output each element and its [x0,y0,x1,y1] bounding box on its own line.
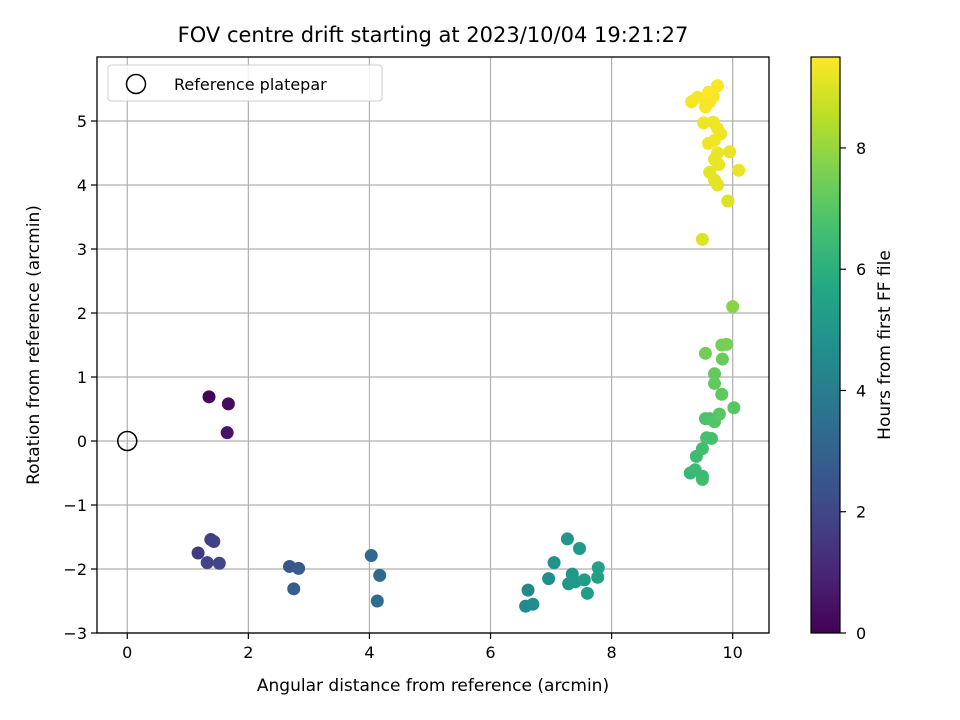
y-axis-ticks: −3 −2 −1 0 1 2 3 4 5 [63,112,97,643]
data-point [364,549,378,563]
colorbar-tick-label: 0 [856,624,866,643]
data-point [220,426,234,440]
chart-title: FOV centre drift starting at 2023/10/04 … [178,23,689,47]
data-point [200,556,214,570]
data-point [732,163,746,177]
x-tick-label: 2 [243,643,253,662]
data-point [212,556,226,570]
x-axis-label: Angular distance from reference (arcmin) [257,676,609,696]
data-point [703,165,717,179]
x-tick-label: 4 [364,643,374,662]
data-point [708,367,722,381]
data-point [370,594,384,608]
y-tick-label: −2 [63,560,87,579]
data-point [577,573,591,587]
colorbar: 0 2 4 6 8 Hours from first FF file [810,56,895,643]
y-tick-label: 4 [77,176,87,195]
y-axis-label: Rotation from reference (arcmin) [24,205,44,485]
data-point [287,582,301,596]
legend-box [107,64,383,102]
data-point [697,116,711,130]
y-tick-label: 5 [77,112,87,131]
data-point [591,561,605,575]
data-point [708,376,722,390]
data-point [712,407,726,421]
data-point [695,232,709,246]
data-point [580,586,594,600]
colorbar-tick-label: 8 [856,139,866,158]
data-point [591,570,605,584]
data-point [560,532,574,546]
x-tick-label: 6 [485,643,495,662]
colorbar-tick-label: 4 [856,381,866,400]
y-tick-label: 0 [77,432,87,451]
data-point [721,194,735,208]
y-tick-label: −1 [63,496,87,515]
plot-frame [96,56,770,634]
data-point [695,442,709,456]
colorbar-label: Hours from first FF file [875,250,895,440]
y-tick-label: 1 [77,368,87,387]
data-point [547,556,561,570]
data-point [711,79,725,93]
y-tick-label: −3 [63,624,87,643]
colorbar-tick-label: 6 [856,260,866,279]
legend: Reference platepar [107,64,383,102]
y-tick-label: 2 [77,304,87,323]
plot-area [96,56,770,634]
x-tick-label: 0 [122,643,132,662]
colorbar-gradient [810,56,841,634]
data-point [726,300,740,314]
data-point [292,561,306,575]
x-tick-label: 8 [607,643,617,662]
data-point [706,115,720,129]
data-point [526,597,540,611]
data-point [704,431,718,445]
data-point [202,390,216,404]
data-point [542,572,556,586]
data-point [373,568,387,582]
colorbar-ticks: 0 2 4 6 8 [840,139,866,643]
x-axis-ticks: 0 2 4 6 8 10 [122,633,743,662]
data-point [207,534,221,548]
colorbar-tick-label: 2 [856,503,866,522]
data-points [191,79,746,613]
data-point [698,346,712,360]
data-point [695,472,709,486]
data-point [715,387,729,401]
data-point [723,145,737,159]
data-point [720,337,734,351]
data-point [715,352,729,366]
x-tick-label: 10 [722,643,742,662]
data-point [701,85,715,99]
reference-point [117,430,138,452]
data-point [573,542,587,556]
legend-label: Reference platepar [174,75,327,94]
data-point [191,546,205,560]
data-point [727,401,741,415]
legend-marker [125,73,147,95]
data-point [221,397,235,411]
data-point [711,146,725,160]
y-tick-label: 3 [77,240,87,259]
data-point [521,583,535,597]
